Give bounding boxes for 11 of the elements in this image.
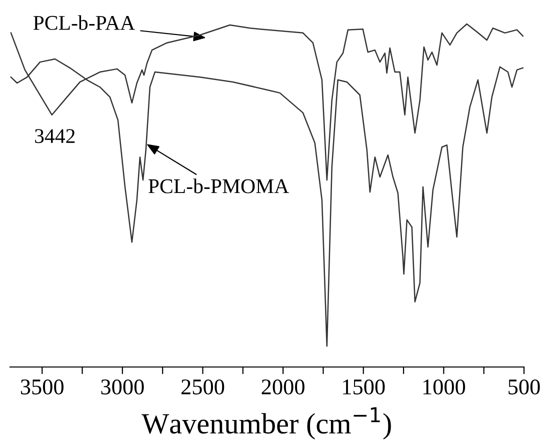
x-tick-label: 500 (508, 379, 540, 394)
x-tick-label: 3000 (101, 379, 144, 394)
annotation: PCL-b-PMOMA (148, 178, 289, 194)
x-tick-label: 1500 (343, 379, 385, 394)
x-axis-title: Wavenumber (cm$^{−1}$) (142, 407, 391, 440)
x-tick-label: 3500 (20, 379, 64, 394)
annotation: PCL-b-PAA (33, 15, 135, 30)
x-tick-label: 1000 (423, 379, 466, 394)
x-tick-label: 2000 (262, 379, 304, 394)
annotation: 3442 (35, 129, 75, 144)
x-tick-label: 2500 (182, 379, 224, 394)
